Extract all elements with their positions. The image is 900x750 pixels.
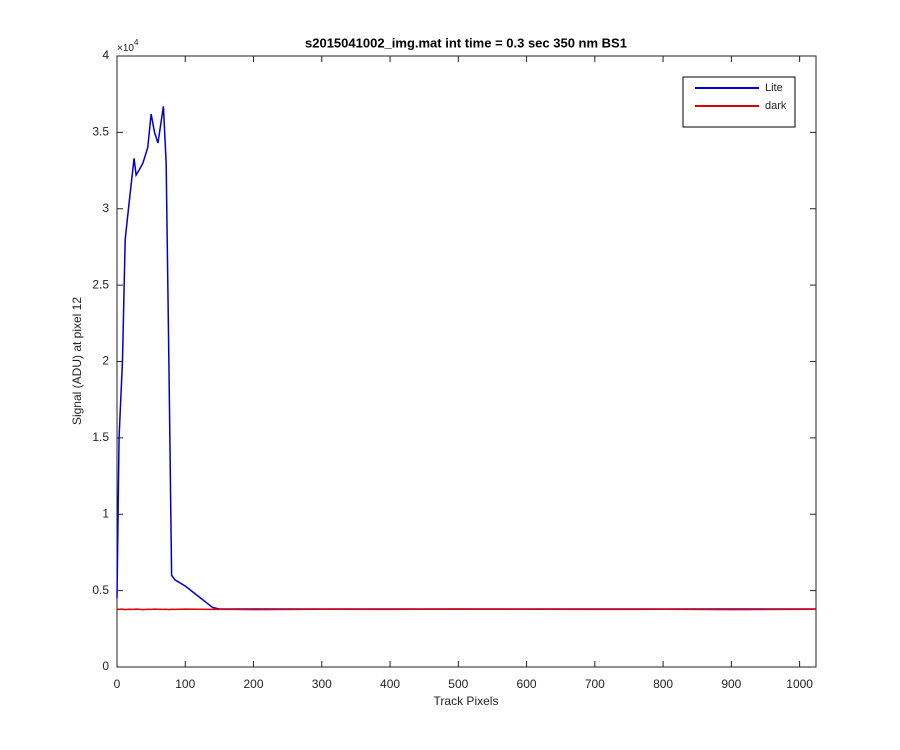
x-tick-label: 700	[585, 677, 605, 691]
y-tick-label: 0.5	[92, 583, 109, 597]
x-tick-label: 500	[448, 677, 468, 691]
y-tick-label: 1	[102, 506, 109, 520]
y-tick-label: 4	[102, 48, 109, 62]
chart-title: s2015041002_img.mat int time = 0.3 sec 3…	[305, 35, 627, 50]
x-tick-label: 300	[312, 677, 332, 691]
x-tick-label: 800	[653, 677, 673, 691]
y-axis-label: Signal (ADU) at pixel 12	[70, 297, 84, 425]
y-tick-label: 2	[102, 354, 109, 368]
legend-label: Lite	[765, 82, 783, 94]
x-tick-label: 100	[175, 677, 195, 691]
x-axis-label: Track Pixels	[434, 694, 499, 708]
y-tick-label: 0	[102, 659, 109, 673]
y-tick-label: 1.5	[92, 430, 109, 444]
y-multiplier-exponent: 4	[134, 38, 139, 47]
x-tick-label: 1000	[786, 677, 813, 691]
y-multiplier-base: ×10	[117, 43, 134, 54]
x-tick-label: 900	[721, 677, 741, 691]
x-tick-label: 200	[244, 677, 264, 691]
x-tick-label: 0	[114, 677, 121, 691]
y-tick-label: 2.5	[92, 277, 109, 291]
x-tick-label: 600	[517, 677, 537, 691]
y-tick-label: 3.5	[92, 125, 109, 139]
y-multiplier: ×104	[117, 38, 139, 54]
legend-label: dark	[765, 100, 787, 112]
legend-box	[682, 76, 796, 128]
plot-area	[116, 55, 817, 668]
x-tick-label: 400	[380, 677, 400, 691]
y-tick-label: 3	[102, 201, 109, 215]
